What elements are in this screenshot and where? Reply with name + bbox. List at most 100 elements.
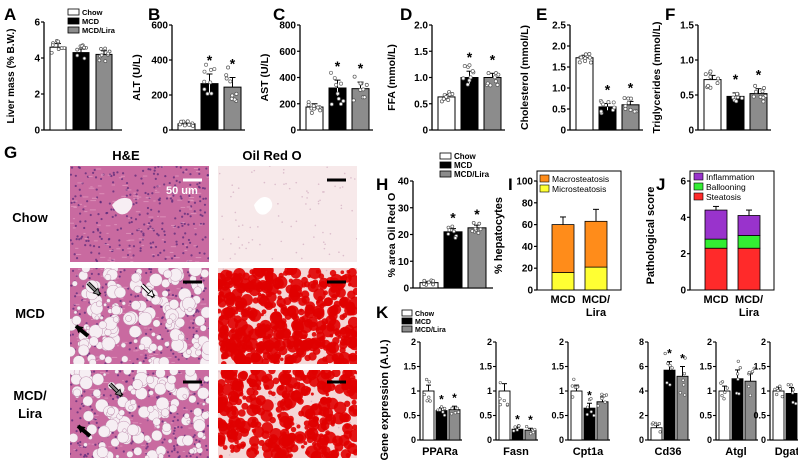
histology-oil-chow-nucleus	[340, 204, 343, 207]
histology-he-chow-texture	[195, 171, 200, 173]
histology-he-chow-nucleus	[98, 235, 102, 238]
histology-oil-chow-nucleus	[282, 168, 285, 171]
histology-he-lira-texture	[144, 451, 148, 453]
histology-oil-lira-lipid-droplet	[277, 400, 285, 408]
histology-he-chow-nucleus	[114, 214, 117, 217]
histology-he-chow-nucleus	[181, 224, 184, 227]
histology-arrow-black-head	[75, 325, 84, 334]
panel-K-cd36-significance-mark: *	[680, 352, 685, 366]
histology-oil-mcd-lipid-droplet	[305, 308, 309, 312]
histology-he-chow-texture	[133, 192, 137, 194]
panel-K-cd36-data-point	[668, 363, 672, 368]
histology-he-chow-nucleus	[70, 166, 74, 169]
panel-I-segment-microsteatosis	[551, 272, 575, 291]
histology-he-lira-nucleus	[70, 407, 72, 410]
histology-oil-lira-lipid-droplet	[325, 392, 330, 397]
panel-K-cd36-y-tick-label: 4	[639, 386, 644, 396]
histology-oil-chow-nucleus	[221, 215, 223, 218]
histology-he-mcd-nucleus	[97, 273, 100, 276]
histology-he-lira-lipid-vacuole	[148, 390, 154, 396]
histology-he-mcd-nucleus	[202, 298, 205, 301]
panel-C-data-point	[335, 91, 340, 96]
histology-oil-mcd-lipid-droplet	[283, 270, 289, 276]
histology-oil-chow-nucleus	[313, 236, 315, 238]
panel-B-data-point	[205, 91, 210, 96]
histology-he-lira-lipid-vacuole	[202, 402, 206, 406]
histology-he-chow-nucleus	[197, 185, 200, 188]
panel-C-data-point	[332, 76, 337, 80]
histology-oil-mcd-lipid-droplet	[348, 268, 357, 277]
histology-he-chow-nucleus	[134, 218, 138, 221]
histology-he-lira-nucleus	[97, 426, 100, 429]
histology-he-lira-nucleus	[196, 402, 200, 405]
histology-oil-chow-nucleus	[306, 190, 308, 192]
histology-he-chow-nucleus	[203, 187, 206, 190]
histology-oil-lira-lipid-droplet	[308, 370, 321, 379]
histology-he-lira-lipid-vacuole	[197, 387, 209, 400]
histology-he-mcd-lipid-vacuole	[104, 274, 112, 281]
histology-oil-mcd-lipid-droplet	[225, 297, 235, 308]
histology-he-lira-lipid-vacuole	[91, 373, 105, 386]
histology-he-chow-texture	[72, 218, 76, 220]
histology-he-chow-nucleus	[136, 189, 139, 192]
histology-he-lira-nucleus	[152, 372, 155, 375]
histology-oil-lira-lipid-droplet	[306, 436, 314, 444]
histology-he-chow-texture	[193, 245, 197, 247]
panel-C-y-tick-label: 400	[279, 73, 296, 84]
histology-he-lira-nucleus	[84, 453, 87, 457]
panel-E-data-point	[626, 100, 631, 105]
panel-C-data-point	[334, 82, 339, 87]
panel-D-data-point	[486, 71, 491, 76]
histology-oil-lira-lipid-droplet	[290, 426, 297, 433]
histology-he-chow-texture	[180, 206, 186, 208]
panel-K-atgl-data-point	[722, 397, 726, 401]
histology-he-chow-nucleus	[116, 228, 119, 231]
histology-he-chow-nucleus	[149, 242, 152, 245]
histology-he-chow-nucleus	[199, 213, 202, 216]
histology-he-mcd-nucleus	[167, 289, 170, 292]
histology-he-mcd-texture	[97, 359, 104, 361]
histology-he-lira-nucleus	[102, 394, 105, 397]
histology-he-chow-texture	[161, 239, 165, 241]
histology-he-mcd-lipid-vacuole	[71, 280, 78, 287]
histology-oil-lira-lipid-droplet	[250, 370, 261, 376]
histology-he-chow-texture	[173, 257, 180, 259]
panel-I-x-tick-label: MCD/	[582, 294, 610, 306]
panel-B-bar-2	[223, 86, 242, 131]
histology-oil-lira-lipid-droplet	[332, 412, 345, 425]
panel-K-ppara-data-point	[422, 392, 426, 397]
histology-oil-lira-lipid-droplet	[277, 413, 282, 418]
histology-oil-lira-nucleus	[268, 395, 271, 398]
histology-oil-lira-lipid-droplet	[231, 430, 239, 438]
panel-C-y-tick-label: 200	[279, 99, 296, 110]
histology-he-chow-nucleus	[173, 232, 176, 235]
histology-he-lira-nucleus	[89, 405, 92, 408]
panel-F-data-point	[706, 83, 710, 88]
histology-he-mcd-lipid-vacuole	[98, 320, 107, 329]
panel-A-legend-label-mcd: MCD	[82, 17, 100, 26]
histology-oil-mcd-content	[218, 268, 357, 364]
histology-he-lira-lipid-vacuole	[175, 387, 190, 401]
histology-he-chow-nucleus	[174, 184, 177, 187]
histology-he-lira-lipid-vacuole	[203, 375, 209, 383]
histology-oil-chow-nucleus	[343, 172, 346, 175]
histology-he-lira	[70, 370, 209, 458]
histology-he-chow-texture	[116, 248, 121, 250]
panel-E-data-point	[606, 100, 611, 105]
histology-oil-mcd-lipid-droplet	[277, 279, 282, 284]
panel-H-legend-swatch-chow	[439, 152, 452, 160]
histology-arrow-gray-lira-head	[114, 388, 123, 397]
histology-he-chow-texture	[112, 200, 116, 202]
histology-he-chow-nucleus	[92, 230, 95, 234]
histology-oil-chow-nucleus	[307, 191, 309, 194]
histology-he-lira-texture	[100, 395, 103, 397]
histology-oil-chow-nucleus	[245, 247, 247, 250]
panel-E-data-point	[577, 60, 582, 65]
histology-he-chow-texture	[174, 193, 179, 195]
histology-oil-mcd-lipid-droplet	[248, 330, 252, 334]
histology-he-chow-nucleus	[201, 214, 204, 217]
histology-he-mcd-texture	[100, 268, 103, 270]
panel-K-cd36-data-point	[666, 361, 670, 366]
histology-oil-chow-nucleus	[317, 202, 320, 205]
histology-he-chow-nucleus	[140, 230, 143, 233]
